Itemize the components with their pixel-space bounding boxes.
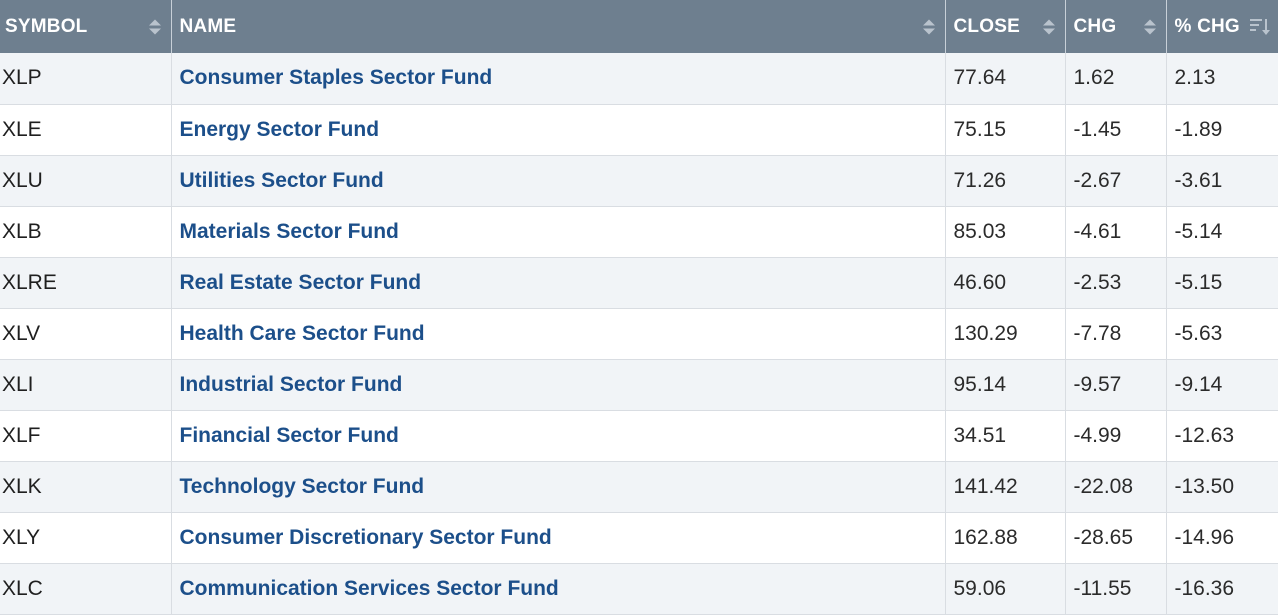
chg-cell: -9.57 [1065,359,1167,411]
fund-name-link[interactable]: Financial Sector Fund [179,423,399,447]
close-cell: 130.29 [945,308,1066,360]
close-cell: 141.42 [945,461,1066,513]
table-row: XLU Utilities Sector Fund 71.26 -2.67 -3.61 [0,155,1278,207]
fund-name-link[interactable]: Health Care Sector Fund [179,321,425,345]
name-cell: Financial Sector Fund [171,410,946,462]
close-cell: 75.15 [945,104,1066,156]
table-body: XLP Consumer Staples Sector Fund 77.64 1.62… [0,53,1278,615]
pct-chg-cell: -16.36 [1166,563,1278,615]
sort-arrows-icon[interactable] [1042,19,1055,34]
symbol-cell: XLRE [0,257,172,309]
pct-chg-cell: 2.13 [1166,53,1278,105]
close-cell: 34.51 [945,410,1066,462]
pct-chg-cell: -3.61 [1166,155,1278,207]
table-row: XLY Consumer Discretionary Sector Fund 162… [0,512,1278,564]
column-header-label: CLOSE [953,15,1020,37]
close-cell: 77.64 [945,53,1066,105]
table-row: XLC Communication Services Sector Fund 59.… [0,563,1278,615]
name-cell: Communication Services Sector Fund [171,563,946,615]
table-header-row: SYMBOL NAME CLOSE CHG % CHG [0,0,1278,53]
table-row: XLP Consumer Staples Sector Fund 77.64 1.62… [0,53,1278,105]
symbol-cell: XLI [0,359,172,411]
close-cell: 162.88 [945,512,1066,564]
column-header-name[interactable]: NAME [171,0,946,53]
name-cell: Materials Sector Fund [171,206,946,258]
symbol-cell: XLV [0,308,172,360]
close-cell: 46.60 [945,257,1066,309]
column-header-label: CHG [1073,15,1117,37]
symbol-cell: XLE [0,104,172,156]
symbol-cell: XLB [0,206,172,258]
fund-name-link[interactable]: Consumer Discretionary Sector Fund [179,525,552,549]
table-row: XLK Technology Sector Fund 141.42 -22.08 -13… [0,461,1278,513]
name-cell: Industrial Sector Fund [171,359,946,411]
name-cell: Consumer Discretionary Sector Fund [171,512,946,564]
close-cell: 95.14 [945,359,1066,411]
table-row: XLRE Real Estate Sector Fund 46.60 -2.53 -5.… [0,257,1278,309]
column-header-label: NAME [179,15,237,37]
table-row: XLB Materials Sector Fund 85.03 -4.61 -5.14 [0,206,1278,258]
pct-chg-cell: -5.63 [1166,308,1278,360]
pct-chg-cell: -1.89 [1166,104,1278,156]
pct-chg-cell: -5.14 [1166,206,1278,258]
close-cell: 59.06 [945,563,1066,615]
chg-cell: -22.08 [1065,461,1167,513]
column-header-chg[interactable]: CHG [1065,0,1167,53]
chg-cell: -4.61 [1065,206,1167,258]
name-cell: Health Care Sector Fund [171,308,946,360]
chg-cell: -2.53 [1065,257,1167,309]
symbol-cell: XLY [0,512,172,564]
fund-name-link[interactable]: Utilities Sector Fund [179,168,384,192]
name-cell: Consumer Staples Sector Fund [171,53,946,105]
pct-chg-cell: -13.50 [1166,461,1278,513]
name-cell: Technology Sector Fund [171,461,946,513]
sort-arrows-icon[interactable] [1143,19,1156,34]
chg-cell: -4.99 [1065,410,1167,462]
column-header-pct-chg[interactable]: % CHG [1166,0,1278,53]
fund-name-link[interactable]: Industrial Sector Fund [179,372,403,396]
chg-cell: -2.67 [1065,155,1167,207]
pct-chg-cell: -9.14 [1166,359,1278,411]
chg-cell: -28.65 [1065,512,1167,564]
chg-cell: -11.55 [1065,563,1167,615]
fund-name-link[interactable]: Technology Sector Fund [179,474,425,498]
table-row: XLF Financial Sector Fund 34.51 -4.99 -12.63 [0,410,1278,462]
fund-name-link[interactable]: Energy Sector Fund [179,117,380,141]
table-row: XLI Industrial Sector Fund 95.14 -9.57 -9.14 [0,359,1278,411]
table-row: XLV Health Care Sector Fund 130.29 -7.78 -5.… [0,308,1278,360]
pct-chg-cell: -12.63 [1166,410,1278,462]
symbol-cell: XLF [0,410,172,462]
chg-cell: -7.78 [1065,308,1167,360]
name-cell: Energy Sector Fund [171,104,946,156]
column-header-label: SYMBOL [5,15,88,37]
pct-chg-cell: -14.96 [1166,512,1278,564]
column-header-close[interactable]: CLOSE [945,0,1066,53]
name-cell: Real Estate Sector Fund [171,257,946,309]
symbol-cell: XLU [0,155,172,207]
fund-name-link[interactable]: Communication Services Sector Fund [179,576,559,600]
sort-arrows-icon[interactable] [922,19,935,34]
sort-arrows-icon[interactable] [148,19,161,34]
chg-cell: 1.62 [1065,53,1167,105]
fund-name-link[interactable]: Real Estate Sector Fund [179,270,422,294]
close-cell: 71.26 [945,155,1066,207]
column-header-symbol[interactable]: SYMBOL [0,0,172,53]
pct-chg-cell: -5.15 [1166,257,1278,309]
fund-name-link[interactable]: Materials Sector Fund [179,219,399,243]
name-cell: Utilities Sector Fund [171,155,946,207]
close-cell: 85.03 [945,206,1066,258]
chg-cell: -1.45 [1065,104,1167,156]
sort-descending-icon[interactable] [1250,18,1270,36]
symbol-cell: XLP [0,53,172,105]
symbol-cell: XLK [0,461,172,513]
table-row: XLE Energy Sector Fund 75.15 -1.45 -1.89 [0,104,1278,156]
fund-name-link[interactable]: Consumer Staples Sector Fund [179,66,493,90]
column-header-label: % CHG [1174,15,1240,37]
symbol-cell: XLC [0,563,172,615]
